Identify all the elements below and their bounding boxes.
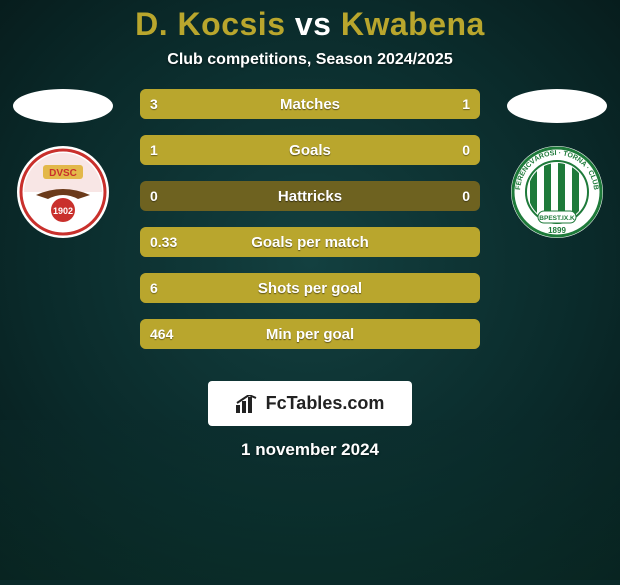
title-right-name: Kwabena xyxy=(341,6,485,42)
left-club-badge: DVSC 1902 xyxy=(16,145,110,239)
right-club-badge: FERENCVÁROSI · TORNA · CLUB BPEST.IX.K 1… xyxy=(510,145,604,239)
brand-chart-icon xyxy=(236,395,258,413)
comparison-area: DVSC 1902 xyxy=(0,89,620,580)
content: D. Kocsis vs Kwabena Club competitions, … xyxy=(0,0,620,580)
left-player-oval xyxy=(13,89,113,123)
stat-label: Hattricks xyxy=(140,188,480,205)
svg-text:BPEST.IX.K: BPEST.IX.K xyxy=(539,215,575,222)
page-title: D. Kocsis vs Kwabena xyxy=(135,6,485,43)
stat-label: Goals xyxy=(140,142,480,159)
title-left-name: D. Kocsis xyxy=(135,6,285,42)
stat-label: Min per goal xyxy=(140,326,480,343)
stat-row: 31Matches xyxy=(140,89,480,119)
stat-label: Goals per match xyxy=(140,234,480,251)
brand-pill: FcTables.com xyxy=(208,381,413,426)
stat-row: 0.33Goals per match xyxy=(140,227,480,257)
ftc-badge-svg: FERENCVÁROSI · TORNA · CLUB BPEST.IX.K 1… xyxy=(510,145,604,239)
footer-area: FcTables.com 1 november 2024 xyxy=(0,369,620,460)
stat-label: Shots per goal xyxy=(140,280,480,297)
stat-row: 6Shots per goal xyxy=(140,273,480,303)
stat-bars: 31Matches 10Goals 00Hattricks 0.33Goals per… xyxy=(140,89,480,349)
dvsc-badge-svg: DVSC 1902 xyxy=(16,145,110,239)
title-vs: vs xyxy=(285,6,340,42)
stat-row: 10Goals xyxy=(140,135,480,165)
date-text: 1 november 2024 xyxy=(241,440,379,460)
stat-row: 00Hattricks xyxy=(140,181,480,211)
svg-text:DVSC: DVSC xyxy=(49,168,77,179)
brand-text: FcTables.com xyxy=(266,393,385,414)
right-player-oval xyxy=(507,89,607,123)
svg-text:1902: 1902 xyxy=(53,206,73,216)
right-player-slot: FERENCVÁROSI · TORNA · CLUB BPEST.IX.K 1… xyxy=(502,89,612,239)
stat-row: 464Min per goal xyxy=(140,319,480,349)
left-player-slot: DVSC 1902 xyxy=(8,89,118,239)
stat-label: Matches xyxy=(140,96,480,113)
svg-text:1899: 1899 xyxy=(548,226,566,235)
subtitle: Club competitions, Season 2024/2025 xyxy=(167,51,452,69)
